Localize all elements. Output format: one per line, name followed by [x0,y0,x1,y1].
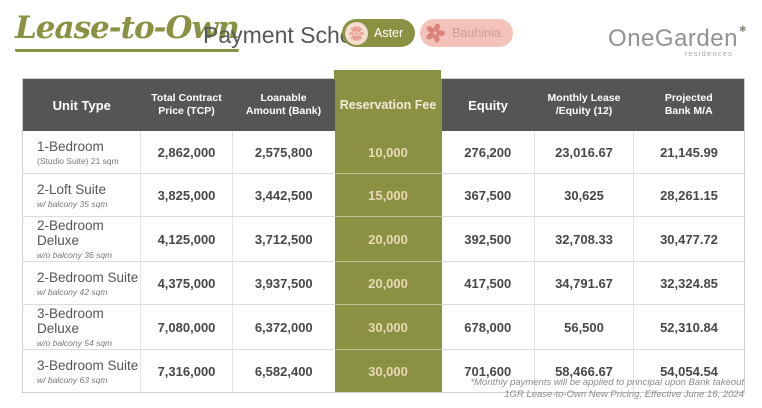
col-header-tcp: Total Contract Price (TCP) [140,78,233,131]
cell-unit: 2-Bedroom Suite w/ balcony 42 sqm [22,261,141,305]
cell-unit: 2-Loft Suite w/ balcony 35 sqm [22,173,141,217]
footnote-line2: 1GR Lease-to-Own New Pricing, Effective … [504,389,744,400]
table-row: 2-Bedroom Suite w/ balcony 42 sqm 4,375,… [22,261,745,305]
cell-unit: 3-Bedroom Deluxe w/o balcony 54 sqm [22,304,141,350]
cell-equity: 417,500 [441,261,535,305]
cell-tcp: 3,825,000 [140,173,233,217]
cell-reservation: 10,000 [334,131,442,174]
logo-sub: residences [684,49,733,58]
logo: OneGarden✱ residences [608,16,747,58]
tab-aster-label: Aster [374,26,404,40]
col-header-equity: Equity [441,78,535,131]
table-row: 1-Bedroom (Studio Suite) 21 sqm 2,862,00… [22,131,745,174]
table-row: 3-Bedroom Deluxe w/o balcony 54 sqm 7,08… [22,304,745,350]
col-header-loanable: Loanable Amount (Bank) [232,78,335,131]
cell-projected: 21,145.99 [633,131,745,174]
building-tabs: Aster Bauhinia [342,19,513,47]
cell-equity: 276,200 [441,131,535,174]
pricing-table-wrap: Unit Type Total Contract Price (TCP) Loa… [22,70,745,393]
cell-projected: 54,054.54 [633,349,745,393]
cell-loanable: 3,442,500 [232,173,335,217]
cell-loanable: 3,937,500 [232,261,335,305]
cell-monthly: 56,500 [534,304,634,350]
cell-equity: 367,500 [441,173,535,217]
cell-loanable: 3,712,500 [232,216,335,262]
cell-tcp: 7,316,000 [140,349,233,393]
table-row: 2-Loft Suite w/ balcony 35 sqm 3,825,000… [22,173,745,217]
footnote-line1: *Monthly payments will be applied to pri… [470,377,744,388]
flower-asterisk-icon: ✱ [738,24,747,34]
tab-aster[interactable]: Aster [342,19,416,47]
cell-projected: 28,261.15 [633,173,745,217]
cell-unit: 1-Bedroom (Studio Suite) 21 sqm [22,131,141,174]
cell-reservation: 20,000 [334,216,442,262]
col-header-unit-type: Unit Type [22,78,141,131]
tab-bauhinia[interactable]: Bauhinia [420,19,513,47]
aster-flower-icon [345,21,368,45]
cell-reservation: 15,000 [334,173,442,217]
cell-tcp: 4,125,000 [140,216,233,262]
cell-projected: 52,310.84 [633,304,745,350]
cell-loanable: 6,582,400 [232,349,335,393]
col-header-reservation-fee: Reservation Fee [334,78,442,131]
cell-monthly: 58,466.67 [534,349,634,393]
cell-loanable: 6,372,000 [232,304,335,350]
cell-reservation: 30,000 [334,349,442,393]
cell-tcp: 4,375,000 [140,261,233,305]
bauhinia-flower-icon [423,22,446,45]
cell-equity: 701,600 [441,349,535,393]
footnotes: *Monthly payments will be applied to pri… [470,377,744,401]
cell-reservation: 20,000 [334,261,442,305]
cell-tcp: 7,080,000 [140,304,233,350]
table-row: 3-Bedroom Suite w/ balcony 63 sqm 7,316,… [22,349,745,393]
col-header-projected-bank: Projected Bank M/A [633,78,745,131]
tab-bauhinia-label: Bauhinia [452,26,501,40]
cell-projected: 32,324.85 [633,261,745,305]
cell-monthly: 34,791.67 [534,261,634,305]
cell-monthly: 23,016.67 [534,131,634,174]
cell-reservation: 30,000 [334,304,442,350]
page-title-script: Lease-to-Own [15,8,240,52]
pricing-table: Unit Type Total Contract Price (TCP) Loa… [22,78,745,393]
cell-loanable: 2,575,800 [232,131,335,174]
cell-equity: 678,000 [441,304,535,350]
cell-projected: 30,477.72 [633,216,745,262]
table-row: 2-Bedroom Deluxe w/o balcony 36 sqm 4,12… [22,216,745,262]
header-row: Unit Type Total Contract Price (TCP) Loa… [22,78,745,131]
cell-monthly: 32,708.33 [534,216,634,262]
cell-unit: 3-Bedroom Suite w/ balcony 63 sqm [22,349,141,393]
cell-equity: 392,500 [441,216,535,262]
cell-monthly: 30,625 [534,173,634,217]
cell-unit: 2-Bedroom Deluxe w/o balcony 36 sqm [22,216,141,262]
cell-tcp: 2,862,000 [140,131,233,174]
reservation-column-cap [334,70,441,80]
col-header-monthly-lease: Monthly Lease /Equity (12) [534,78,634,131]
logo-name: OneGarden✱ [608,24,747,52]
